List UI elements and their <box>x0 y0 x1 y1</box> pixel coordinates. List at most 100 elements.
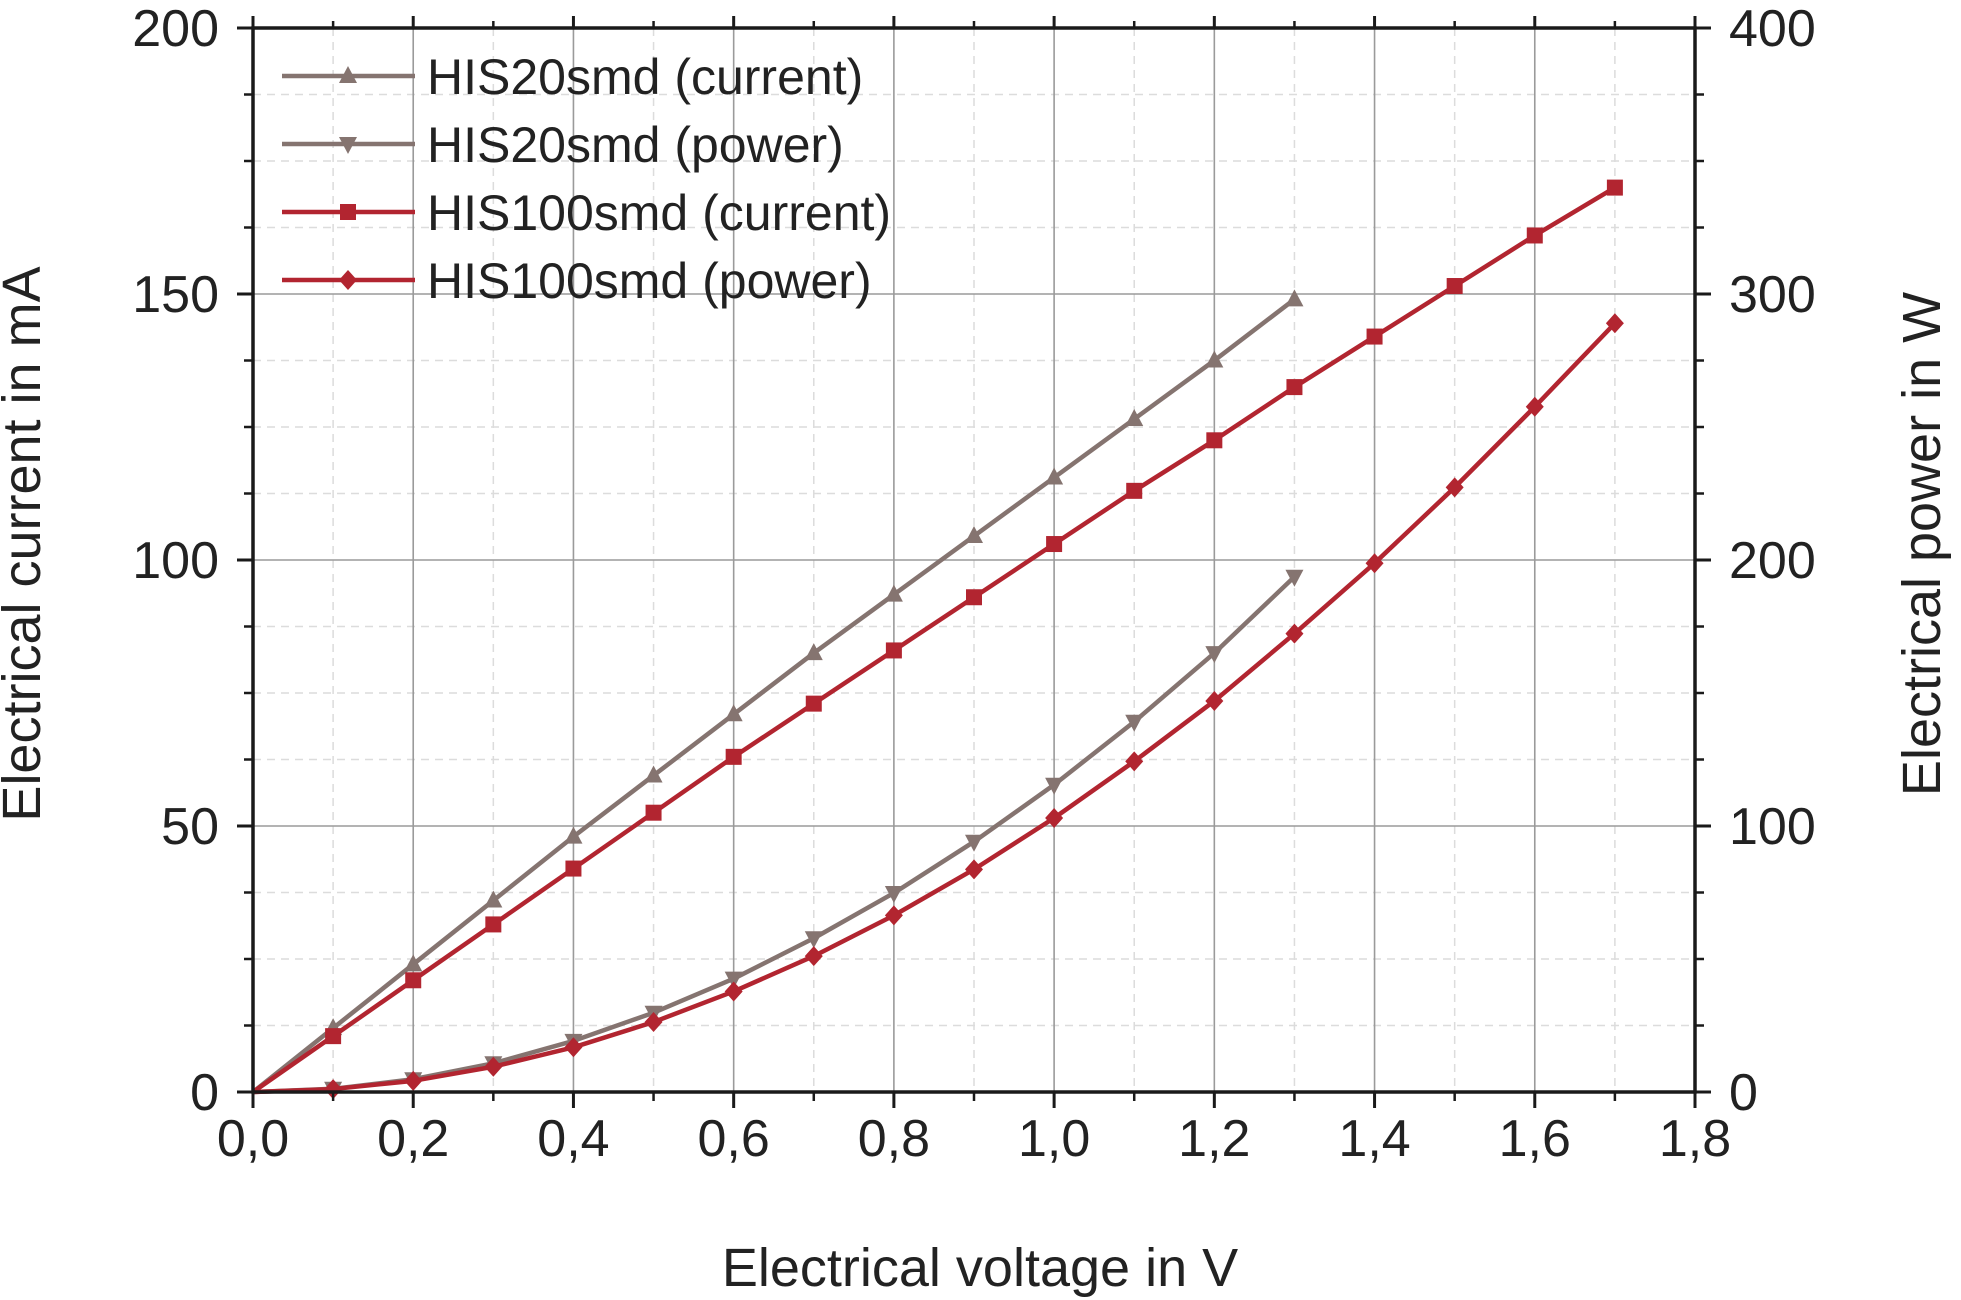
data-point <box>565 860 582 877</box>
y-tick-label: 200 <box>132 0 219 58</box>
data-point <box>965 859 983 880</box>
y-tick-label: 100 <box>132 532 219 590</box>
data-point <box>1045 467 1064 485</box>
legend: HIS20smd (current) HIS20smd (power) HIS100… <box>282 49 891 309</box>
data-point <box>404 1070 423 1091</box>
x-tick-label: 0,8 <box>858 1110 930 1168</box>
data-point <box>804 643 823 661</box>
tick-labels: 0,0 0,2 0,4 0,6 0,8 1,0 1,2 1,4 1,6 1,80501001502… <box>132 0 1816 1168</box>
data-point <box>1365 553 1384 574</box>
data-point <box>724 981 743 1002</box>
data-point <box>1206 432 1223 449</box>
data-point <box>965 526 983 544</box>
legend-label: HIS20smd (power) <box>427 117 844 173</box>
data-point <box>405 972 422 989</box>
data-point <box>884 584 903 602</box>
data-point <box>1285 289 1304 307</box>
x-tick-label: 0,6 <box>698 1110 770 1168</box>
data-point <box>645 804 662 821</box>
y2-tick-label: 100 <box>1729 798 1816 856</box>
y-tick-label: 150 <box>132 266 219 324</box>
data-point <box>1606 179 1623 196</box>
data-point <box>884 886 903 904</box>
y2-axis-title: Electrical power in W <box>1892 292 1952 796</box>
x-tick-label: 1,6 <box>1499 1110 1571 1168</box>
legend-item: HIS20smd (power) <box>282 117 844 173</box>
legend-marker <box>339 137 357 154</box>
x-axis-title: Electrical voltage in V <box>722 1238 1238 1298</box>
data-point <box>1125 714 1144 732</box>
data-point <box>325 1028 342 1045</box>
data-point <box>1045 808 1064 829</box>
data-point <box>1285 569 1304 587</box>
data-point <box>725 748 742 765</box>
data-point <box>1285 623 1304 644</box>
legend-item: HIS100smd (power) <box>282 253 872 309</box>
data-point <box>805 695 822 712</box>
axes-frame <box>237 16 1711 1108</box>
data-point <box>644 765 663 783</box>
data-point <box>1286 379 1303 396</box>
data-point <box>484 890 503 908</box>
y2-tick-label: 0 <box>1729 1064 1758 1122</box>
legend-marker <box>339 270 357 290</box>
legend-marker <box>339 66 357 83</box>
x-tick-label: 1,4 <box>1338 1110 1410 1168</box>
data-point <box>1525 396 1544 417</box>
grid <box>253 28 1695 1092</box>
data-point <box>1125 409 1144 427</box>
series-layer <box>251 179 1624 1100</box>
data-point <box>885 642 902 659</box>
legend-item: HIS20smd (current) <box>282 49 863 105</box>
x-tick-label: 1,8 <box>1659 1110 1731 1168</box>
series-line <box>252 321 1617 1095</box>
data-point <box>1605 313 1624 334</box>
legend-label: HIS100smd (power) <box>427 253 872 309</box>
data-point <box>884 905 903 926</box>
data-point <box>966 589 982 606</box>
data-point <box>804 931 823 949</box>
data-point <box>1526 227 1543 244</box>
data-point <box>1205 350 1224 368</box>
data-point <box>484 1056 503 1077</box>
series-2 <box>251 179 1623 1094</box>
series-line <box>251 297 1296 1094</box>
series-3 <box>252 313 1624 1100</box>
y-tick-label: 0 <box>190 1064 219 1122</box>
y-tick-label: 50 <box>161 798 219 856</box>
x-tick-label: 0,2 <box>377 1110 449 1168</box>
data-point <box>965 834 983 852</box>
data-point <box>1445 477 1464 498</box>
data-point <box>1125 751 1144 772</box>
data-point <box>324 1079 343 1100</box>
data-point <box>724 971 743 989</box>
data-point <box>1446 278 1463 295</box>
x-tick-label: 1,0 <box>1018 1110 1090 1168</box>
data-point <box>1366 328 1383 345</box>
legend-item: HIS100smd (current) <box>282 185 891 241</box>
data-point <box>1205 646 1224 664</box>
data-point <box>564 826 583 844</box>
data-point <box>724 704 743 722</box>
x-tick-label: 0,0 <box>217 1110 289 1168</box>
data-point <box>404 954 423 972</box>
data-point <box>1205 690 1224 711</box>
data-point <box>564 1037 583 1058</box>
legend-label: HIS100smd (current) <box>427 185 891 241</box>
y2-tick-label: 300 <box>1729 266 1816 324</box>
series-line <box>251 185 1617 1094</box>
data-point <box>1126 482 1143 499</box>
x-tick-label: 1,2 <box>1178 1110 1250 1168</box>
data-point <box>1045 777 1064 795</box>
legend-marker <box>340 204 356 220</box>
x-tick-label: 0,4 <box>537 1110 609 1168</box>
data-point <box>644 1012 663 1033</box>
y2-tick-label: 400 <box>1729 0 1816 58</box>
data-point <box>485 916 502 933</box>
y2-tick-label: 200 <box>1729 532 1816 590</box>
data-point <box>804 946 823 967</box>
series-0 <box>251 289 1304 1094</box>
y-axis-title: Electrical current in mA <box>0 266 52 821</box>
legend-label: HIS20smd (current) <box>427 49 863 105</box>
